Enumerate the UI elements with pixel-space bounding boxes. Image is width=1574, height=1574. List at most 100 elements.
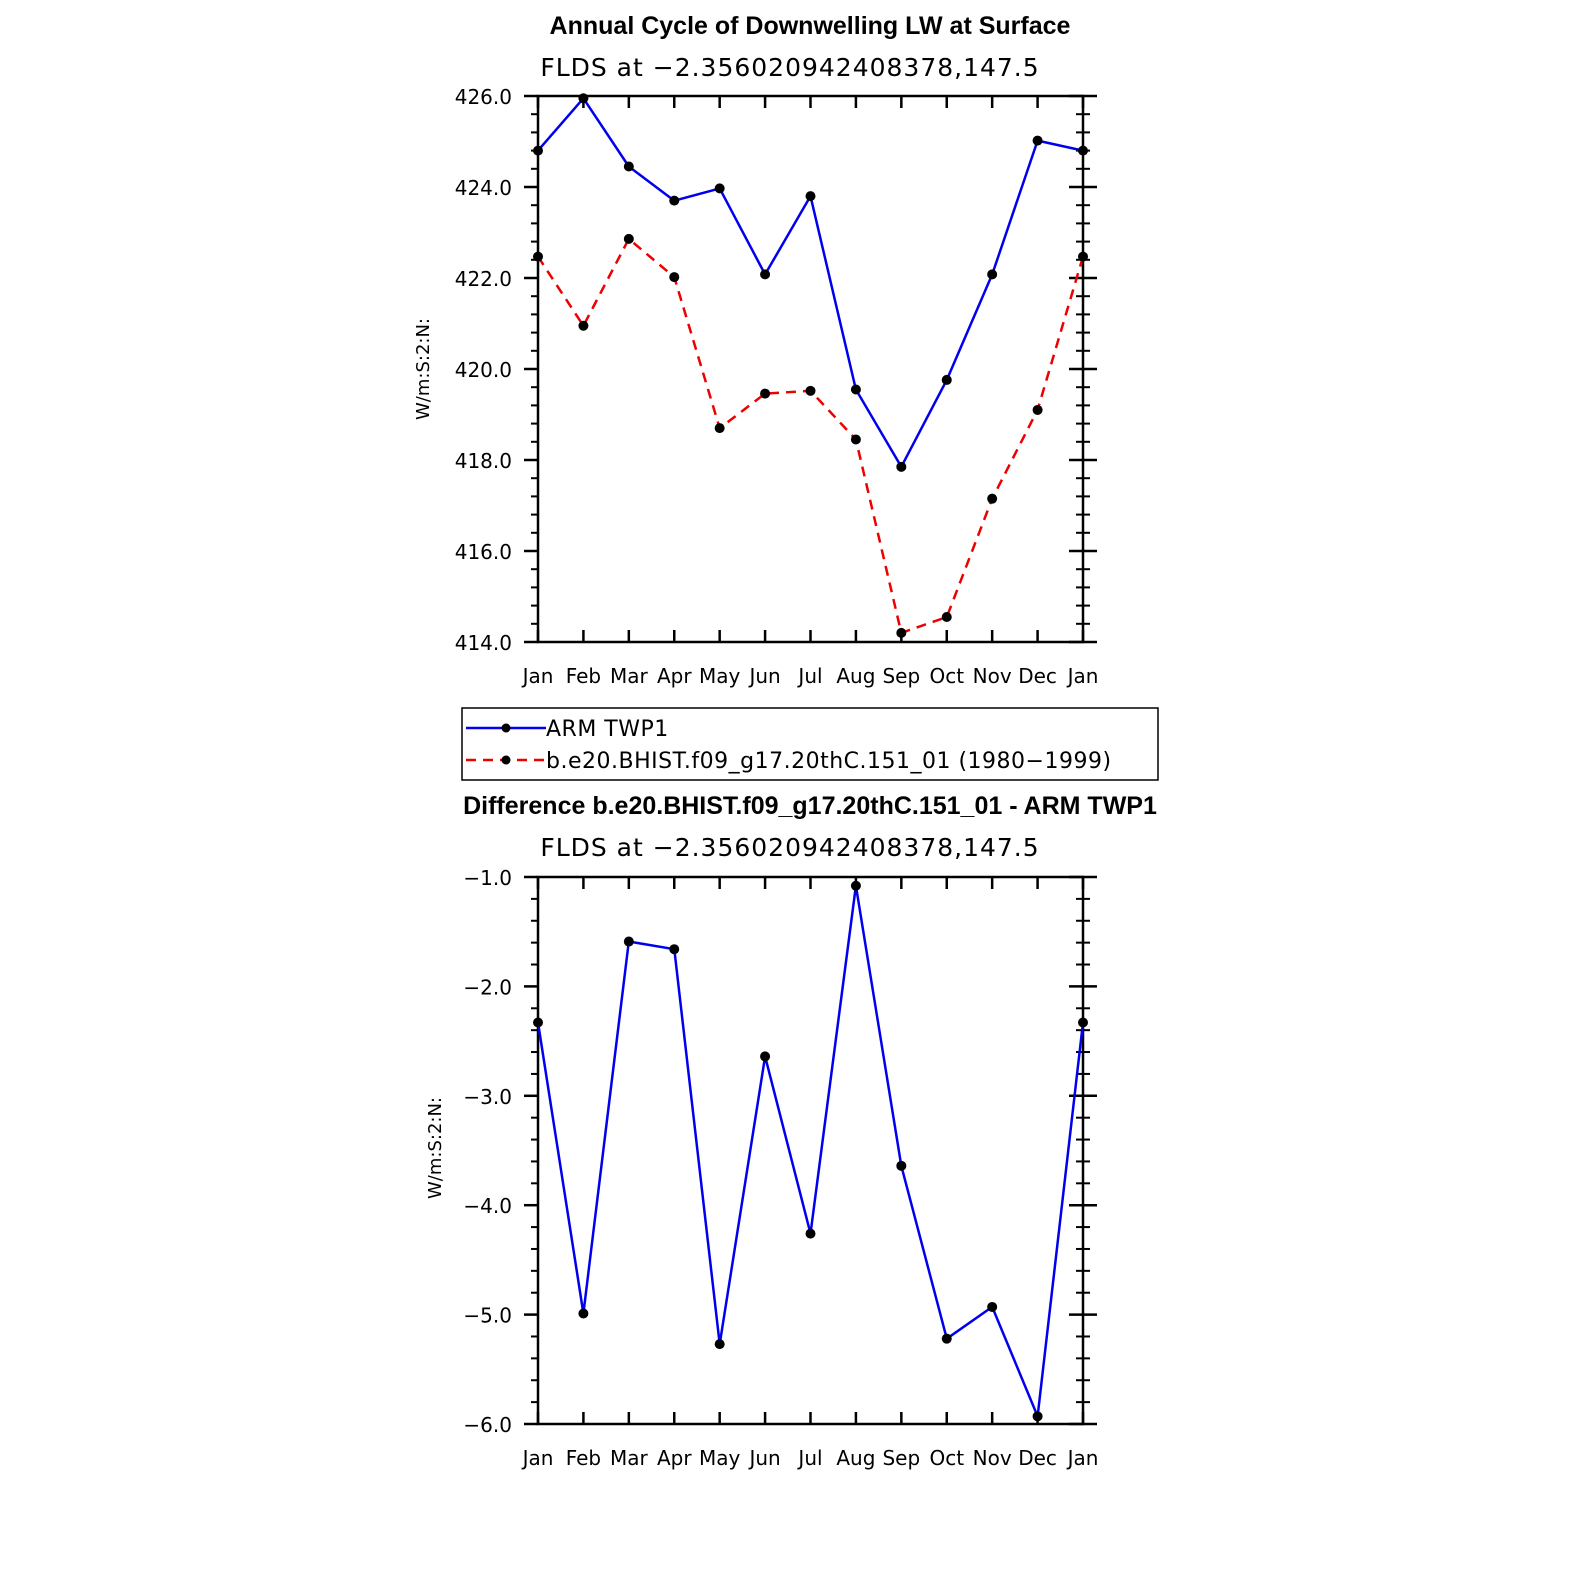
data-point <box>669 195 680 206</box>
legend-label-model: b.e20.BHIST.f09_g17.20thC.151_01 (1980−1… <box>546 749 1112 774</box>
series-layer <box>533 880 1088 1422</box>
y-tick-label: 416.0 <box>455 540 512 564</box>
x-tick-label: Jan <box>1066 664 1099 688</box>
x-tick-label: Mar <box>610 1446 649 1470</box>
series-line-primary <box>537 97 1084 469</box>
difference-chart: Difference b.e20.BHIST.f09_g17.20thC.151… <box>425 792 1157 1470</box>
data-point <box>805 385 816 396</box>
data-point <box>623 161 634 172</box>
x-tick-label: Aug <box>836 1446 875 1470</box>
x-tick-label: Oct <box>929 664 964 688</box>
data-point <box>987 269 998 280</box>
x-tick-label: Jan <box>1066 1446 1099 1470</box>
x-tick-label: Jan <box>521 1446 554 1470</box>
series-line-secondary <box>536 237 1085 635</box>
x-tick-label: Mar <box>610 664 649 688</box>
legend-marker-model <box>501 755 511 765</box>
data-point <box>850 434 861 445</box>
x-tick-label: Nov <box>973 1446 1012 1470</box>
x-tick-labels: Jan Feb Mar Apr May Jun Jul Aug Sep Oct Nov Dec Jan <box>521 1446 1099 1470</box>
x-tick-label: Nov <box>973 664 1012 688</box>
data-point <box>760 269 771 280</box>
plot-frame <box>536 94 1085 644</box>
y-axis-label: W/m:S:2:N: <box>413 318 434 420</box>
y-tick-label: 424.0 <box>455 176 512 200</box>
y-tick-label: −5.0 <box>463 1304 512 1328</box>
y-tick-label: −3.0 <box>463 1085 512 1109</box>
data-point <box>1032 1411 1043 1422</box>
data-point <box>533 251 543 262</box>
chart-subtitle: FLDS at −2.356020942408378,147.5 <box>540 53 1039 82</box>
data-point <box>714 1339 725 1350</box>
data-point <box>578 93 589 104</box>
x-tick-labels: Jan Feb Mar Apr May Jun Jul Aug Sep Oct Nov Dec Jan <box>521 664 1099 688</box>
data-point <box>669 272 680 283</box>
y-tick-label: 422.0 <box>455 267 512 291</box>
x-tick-label: Jan <box>521 664 554 688</box>
y-tick-labels: 414.0 416.0 418.0 420.0 422.0 424.0 426.0 <box>455 85 512 655</box>
data-point <box>760 1051 771 1062</box>
x-tick-label: May <box>699 1446 741 1470</box>
annual-cycle-chart: Annual Cycle of Downwelling LW at Surfac… <box>413 12 1098 688</box>
data-point <box>1078 145 1088 156</box>
x-tick-label: Oct <box>929 1446 964 1470</box>
x-tick-label: Jun <box>747 1446 780 1470</box>
legend-entry-model: b.e20.BHIST.f09_g17.20thC.151_01 (1980−1… <box>466 749 1112 774</box>
y-tick-label: −1.0 <box>463 866 512 890</box>
series-layer <box>533 93 1088 638</box>
y-tick-label: −2.0 <box>463 975 512 999</box>
data-point <box>714 183 725 194</box>
data-point <box>850 880 861 891</box>
data-point <box>1078 251 1088 262</box>
axis-ticks <box>524 94 1097 644</box>
x-tick-label: Jul <box>796 664 822 688</box>
data-point <box>578 1308 589 1319</box>
data-point <box>1078 1017 1088 1028</box>
data-point <box>623 233 634 244</box>
y-tick-label: 426.0 <box>455 85 512 109</box>
chart-title: Difference b.e20.BHIST.f09_g17.20thC.151… <box>463 792 1157 820</box>
axis-ticks <box>524 875 1097 1426</box>
x-tick-label: Dec <box>1018 664 1057 688</box>
data-point <box>987 1301 998 1312</box>
y-tick-label: 414.0 <box>455 631 512 655</box>
data-point <box>941 374 952 385</box>
data-point <box>987 493 998 504</box>
data-point <box>623 936 634 947</box>
data-point <box>941 611 952 622</box>
data-point <box>1032 404 1043 415</box>
series-line-primary <box>536 884 1085 1418</box>
legend-label-arm: ARM TWP1 <box>546 717 669 742</box>
y-tick-label: −6.0 <box>463 1413 512 1437</box>
data-point <box>941 1333 952 1344</box>
chart-subtitle: FLDS at −2.356020942408378,147.5 <box>540 833 1039 862</box>
data-point <box>669 944 680 955</box>
x-tick-label: Sep <box>882 1446 920 1470</box>
x-tick-label: Feb <box>566 1446 601 1470</box>
x-tick-label: Apr <box>657 1446 692 1470</box>
x-tick-label: Feb <box>566 664 601 688</box>
data-point <box>578 320 589 331</box>
data-point <box>805 191 816 202</box>
y-tick-label: 418.0 <box>455 449 512 473</box>
x-tick-label: Sep <box>882 664 920 688</box>
data-point <box>1032 135 1043 146</box>
x-tick-label: May <box>699 664 741 688</box>
y-axis-label: W/m:S:2:N: <box>425 1097 446 1199</box>
data-point <box>850 384 861 395</box>
x-tick-label: Aug <box>836 664 875 688</box>
y-tick-labels: −6.0 −5.0 −4.0 −3.0 −2.0 −1.0 <box>463 866 512 1437</box>
x-tick-label: Apr <box>657 664 692 688</box>
data-point <box>896 627 907 638</box>
legend-marker-arm <box>501 723 511 733</box>
data-point <box>533 1017 543 1028</box>
y-tick-label: −4.0 <box>463 1194 512 1218</box>
legend: ARM TWP1 b.e20.BHIST.f09_g17.20thC.151_0… <box>461 707 1159 781</box>
data-point <box>896 1160 907 1171</box>
plot-frame <box>536 875 1085 1426</box>
x-tick-label: Dec <box>1018 1446 1057 1470</box>
legend-box <box>461 707 1159 781</box>
data-point <box>896 461 907 472</box>
y-tick-label: 420.0 <box>455 358 512 382</box>
chart-title: Annual Cycle of Downwelling LW at Surfac… <box>550 12 1071 40</box>
